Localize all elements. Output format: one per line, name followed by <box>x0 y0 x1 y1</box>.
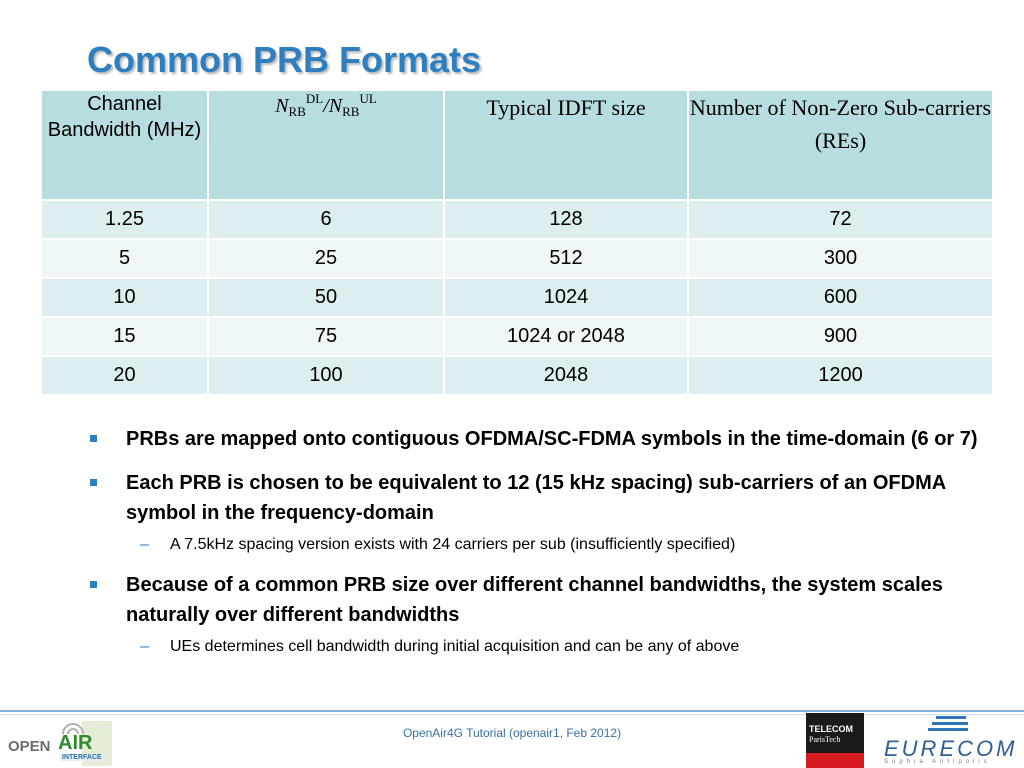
header-subcarriers: Number of Non-Zero Sub-carriers (REs) <box>687 89 994 201</box>
nrb-symbol: N <box>275 95 289 117</box>
openair-logo-air: AIR <box>58 732 93 754</box>
openair-logo-open: OPEN <box>8 738 51 755</box>
openair-logo-interface: INTERFACE <box>60 754 104 761</box>
table-row: 1.25 6 128 72 <box>40 199 994 240</box>
nrb-sub: RB <box>288 104 306 119</box>
table-cell: 10 <box>40 277 209 318</box>
footer-caption: OpenAir4G Tutorial (openair1, Feb 2012) <box>402 726 622 740</box>
table-header-row: Channel Bandwidth (MHz) NRBDL/NRBUL Typi… <box>40 89 994 201</box>
table-cell: 1.25 <box>40 199 209 240</box>
table-cell: 1024 or 2048 <box>443 316 689 357</box>
table-cell: 75 <box>207 316 445 357</box>
sub-bullet-item: – UEs determines cell bandwidth during i… <box>88 636 978 658</box>
table-cell: 72 <box>687 199 994 240</box>
table-cell: 1200 <box>687 355 994 396</box>
table-row: 5 25 512 300 <box>40 238 994 279</box>
dash-icon: – <box>140 536 149 553</box>
bullet-text: Each PRB is chosen to be equivalent to 1… <box>126 472 946 524</box>
sub-bullet-item: – A 7.5kHz spacing version exists with 2… <box>88 534 978 556</box>
sub-bullet-text: UEs determines cell bandwidth during ini… <box>170 638 740 655</box>
table-cell: 900 <box>687 316 994 357</box>
bullet-text: PRBs are mapped onto contiguous OFDMA/SC… <box>126 428 978 450</box>
footer-divider <box>0 710 1024 712</box>
eurecom-wordmark: EURECOM <box>884 736 1018 761</box>
telecom-logo-line1: TELECOM <box>809 724 853 734</box>
table-row: 10 50 1024 600 <box>40 277 994 318</box>
nrb-sup-dl: DL <box>305 91 324 106</box>
bullet-square-icon <box>90 435 97 442</box>
nrb-separator: / <box>323 95 329 117</box>
table-row: 20 100 2048 1200 <box>40 355 994 396</box>
nrb-symbol-2: N <box>328 95 343 117</box>
bullet-item: Each PRB is chosen to be equivalent to 1… <box>88 468 978 528</box>
header-channel-bandwidth: Channel Bandwidth (MHz) <box>40 89 209 201</box>
table-row: 15 75 1024 or 2048 900 <box>40 316 994 357</box>
table-cell: 15 <box>40 316 209 357</box>
bullet-item: Because of a common PRB size over differ… <box>88 570 978 630</box>
table-cell: 50 <box>207 277 445 318</box>
table-cell: 20 <box>40 355 209 396</box>
bullet-square-icon <box>90 479 97 486</box>
prb-table: Channel Bandwidth (MHz) NRBDL/NRBUL Typi… <box>40 89 994 396</box>
bullet-list: PRBs are mapped onto contiguous OFDMA/SC… <box>88 424 978 672</box>
header-idft-size: Typical IDFT size <box>443 89 689 201</box>
telecom-logo-line2: ParisTech <box>809 735 841 744</box>
table-cell: 25 <box>207 238 445 279</box>
nrb-sub-2: RB <box>342 104 360 119</box>
table-cell: 6 <box>207 199 445 240</box>
table-cell: 300 <box>687 238 994 279</box>
bullet-text: Because of a common PRB size over differ… <box>126 574 943 626</box>
telecom-paristech-logo: TELECOM ParisTech <box>806 713 864 768</box>
nrb-sup-ul: UL <box>359 91 377 106</box>
table-cell: 128 <box>443 199 689 240</box>
dash-icon: – <box>140 638 149 655</box>
sub-bullet-text: A 7.5kHz spacing version exists with 24 … <box>170 536 736 553</box>
table-cell: 512 <box>443 238 689 279</box>
telecom-logo-red-band <box>806 753 864 768</box>
bullet-item: PRBs are mapped onto contiguous OFDMA/SC… <box>88 424 978 454</box>
eurecom-logo: EURECOM Sophia Antipolis <box>880 710 1014 766</box>
footer-divider-thin <box>0 714 1024 715</box>
bullet-square-icon <box>90 581 97 588</box>
table-cell: 600 <box>687 277 994 318</box>
table-cell: 2048 <box>443 355 689 396</box>
table-cell: 5 <box>40 238 209 279</box>
eurecom-subtitle: Sophia Antipolis <box>884 759 991 765</box>
table-cell: 100 <box>207 355 445 396</box>
header-nrb: NRBDL/NRBUL <box>207 89 445 201</box>
slide-title: Common PRB Formats <box>87 39 482 80</box>
antenna-wave-icon <box>62 723 84 735</box>
table-cell: 1024 <box>443 277 689 318</box>
